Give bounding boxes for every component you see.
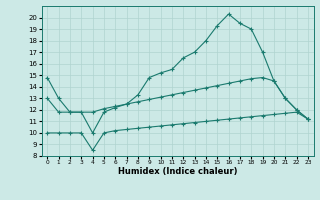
X-axis label: Humidex (Indice chaleur): Humidex (Indice chaleur) bbox=[118, 167, 237, 176]
